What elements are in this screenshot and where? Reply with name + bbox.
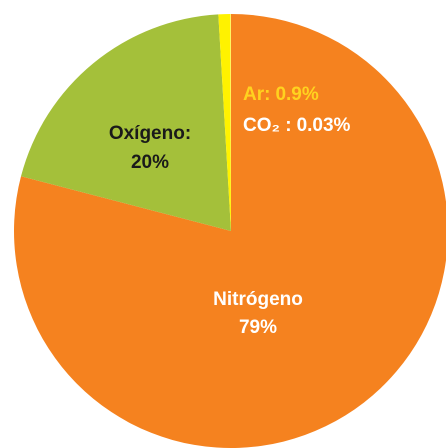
value-label: 0.9% [275, 84, 318, 105]
pie-slice [14, 14, 446, 448]
slice-label: CO₂ :0.03% [243, 115, 351, 136]
category-label: Ar: [243, 84, 270, 105]
pie-slice [218, 14, 231, 232]
slice-label: Ar: 0.9% [243, 84, 319, 105]
pie-slice [21, 14, 232, 232]
category-label: CO₂ : [243, 115, 292, 136]
category-label: Oxígeno: [109, 123, 191, 144]
value-label: 0.03% [297, 115, 351, 136]
value-label: 20% [131, 152, 169, 173]
value-label: 79% [239, 317, 277, 338]
category-label: Nitrógeno [213, 289, 303, 310]
